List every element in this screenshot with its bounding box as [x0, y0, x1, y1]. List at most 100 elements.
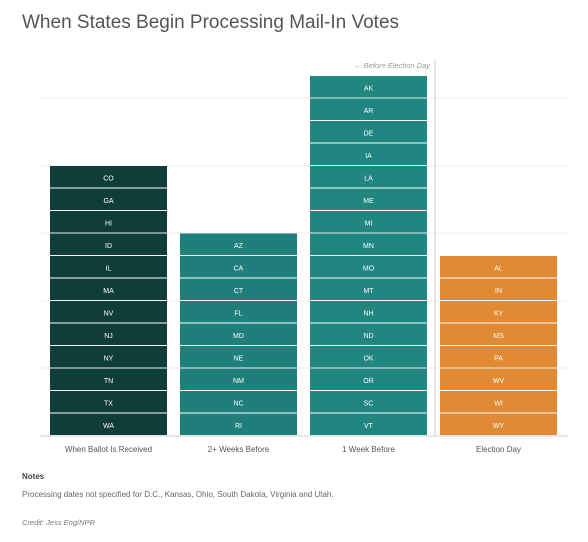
state-label: WA: [103, 423, 114, 430]
state-cell: [50, 346, 167, 368]
state-cell: [180, 346, 297, 368]
state-label: WI: [494, 400, 503, 407]
category-label: 2+ Weeks Before: [208, 445, 270, 454]
state-cell: [50, 391, 167, 413]
state-cell: [310, 346, 427, 368]
before-election-annotation: ← Before Election Day: [354, 61, 431, 70]
state-label: IA: [365, 153, 372, 160]
state-cell: [310, 256, 427, 278]
state-label: ND: [363, 333, 373, 340]
state-label: AL: [494, 265, 503, 272]
state-cell: [440, 301, 557, 323]
state-label: TX: [104, 400, 113, 407]
state-cell: [310, 278, 427, 300]
state-cell: [50, 233, 167, 255]
state-label: CO: [103, 175, 114, 182]
state-label: OR: [363, 378, 374, 385]
state-label: AK: [364, 85, 374, 92]
state-label: WY: [493, 423, 505, 430]
state-cell: [310, 233, 427, 255]
state-label: NM: [233, 378, 244, 385]
state-cell: [440, 368, 557, 390]
category-label: 1 Week Before: [342, 445, 395, 454]
state-cell: [180, 278, 297, 300]
state-label: PA: [494, 355, 503, 362]
state-label: KY: [494, 310, 504, 317]
state-cell: [180, 413, 297, 435]
chart-title: When States Begin Processing Mail-In Vot…: [22, 12, 400, 33]
state-cell: [310, 166, 427, 188]
state-cell: [310, 98, 427, 120]
state-label: IL: [106, 265, 112, 272]
state-label: WV: [493, 378, 505, 385]
state-label: IN: [495, 288, 502, 295]
state-label: SC: [364, 400, 374, 407]
state-cell: [310, 76, 427, 98]
state-cell: [50, 368, 167, 390]
state-label: NV: [104, 310, 114, 317]
state-label: FL: [234, 310, 242, 317]
state-cell: [440, 346, 557, 368]
state-label: MI: [365, 220, 373, 227]
state-label: NE: [234, 355, 244, 362]
state-label: OK: [363, 355, 373, 362]
state-cell: [50, 211, 167, 233]
state-label: MD: [233, 333, 244, 340]
state-cell: [310, 391, 427, 413]
state-label: CT: [234, 288, 244, 295]
state-cell: [180, 301, 297, 323]
state-cell: [440, 256, 557, 278]
state-label: DE: [364, 130, 374, 137]
state-cell: [310, 368, 427, 390]
notes-heading: Notes: [22, 472, 45, 481]
state-cell: [310, 188, 427, 210]
state-cell: [50, 413, 167, 435]
state-label: AR: [364, 108, 374, 115]
state-cell: [50, 278, 167, 300]
state-cell: [50, 256, 167, 278]
state-cell: [310, 143, 427, 165]
state-label: HI: [105, 220, 112, 227]
state-label: MN: [363, 243, 374, 250]
state-label: GA: [103, 198, 113, 205]
state-label: NY: [104, 355, 114, 362]
state-label: MT: [363, 288, 374, 295]
category-label: When Ballot Is Received: [65, 445, 152, 454]
category-label: Election Day: [476, 445, 521, 454]
state-cell: [440, 391, 557, 413]
state-label: NC: [233, 400, 243, 407]
bar-chart: CO GA HI ID IL MA NV NJ NY TN TX WA When Ballot Is R…: [40, 60, 568, 454]
state-cell: [180, 368, 297, 390]
state-cell: [440, 323, 557, 345]
state-label: MS: [493, 333, 504, 340]
state-label: CA: [234, 265, 244, 272]
state-label: VT: [364, 423, 374, 430]
state-label: LA: [364, 175, 373, 182]
notes-text: Processing dates not specified for D.C.,…: [22, 490, 334, 499]
state-label: TN: [104, 378, 113, 385]
state-label: ME: [363, 198, 374, 205]
state-label: MA: [103, 288, 114, 295]
state-cell: [310, 413, 427, 435]
state-cell: [310, 301, 427, 323]
state-label: RI: [235, 423, 242, 430]
state-label: NH: [363, 310, 373, 317]
state-cell: [310, 323, 427, 345]
state-cell: [50, 301, 167, 323]
state-cell: [180, 391, 297, 413]
state-cell: [50, 188, 167, 210]
state-cell: [440, 413, 557, 435]
state-cell: [440, 278, 557, 300]
state-cell: [310, 211, 427, 233]
state-cell: [180, 233, 297, 255]
state-cell: [180, 323, 297, 345]
credit: Credit: Jess Eng/NPR: [22, 518, 95, 527]
state-label: AZ: [234, 243, 244, 250]
state-cell: [310, 121, 427, 143]
state-label: NJ: [104, 333, 113, 340]
state-cell: [180, 256, 297, 278]
state-cell: [50, 323, 167, 345]
state-label: MO: [363, 265, 375, 272]
state-cell: [50, 166, 167, 188]
state-label: ID: [105, 243, 112, 250]
